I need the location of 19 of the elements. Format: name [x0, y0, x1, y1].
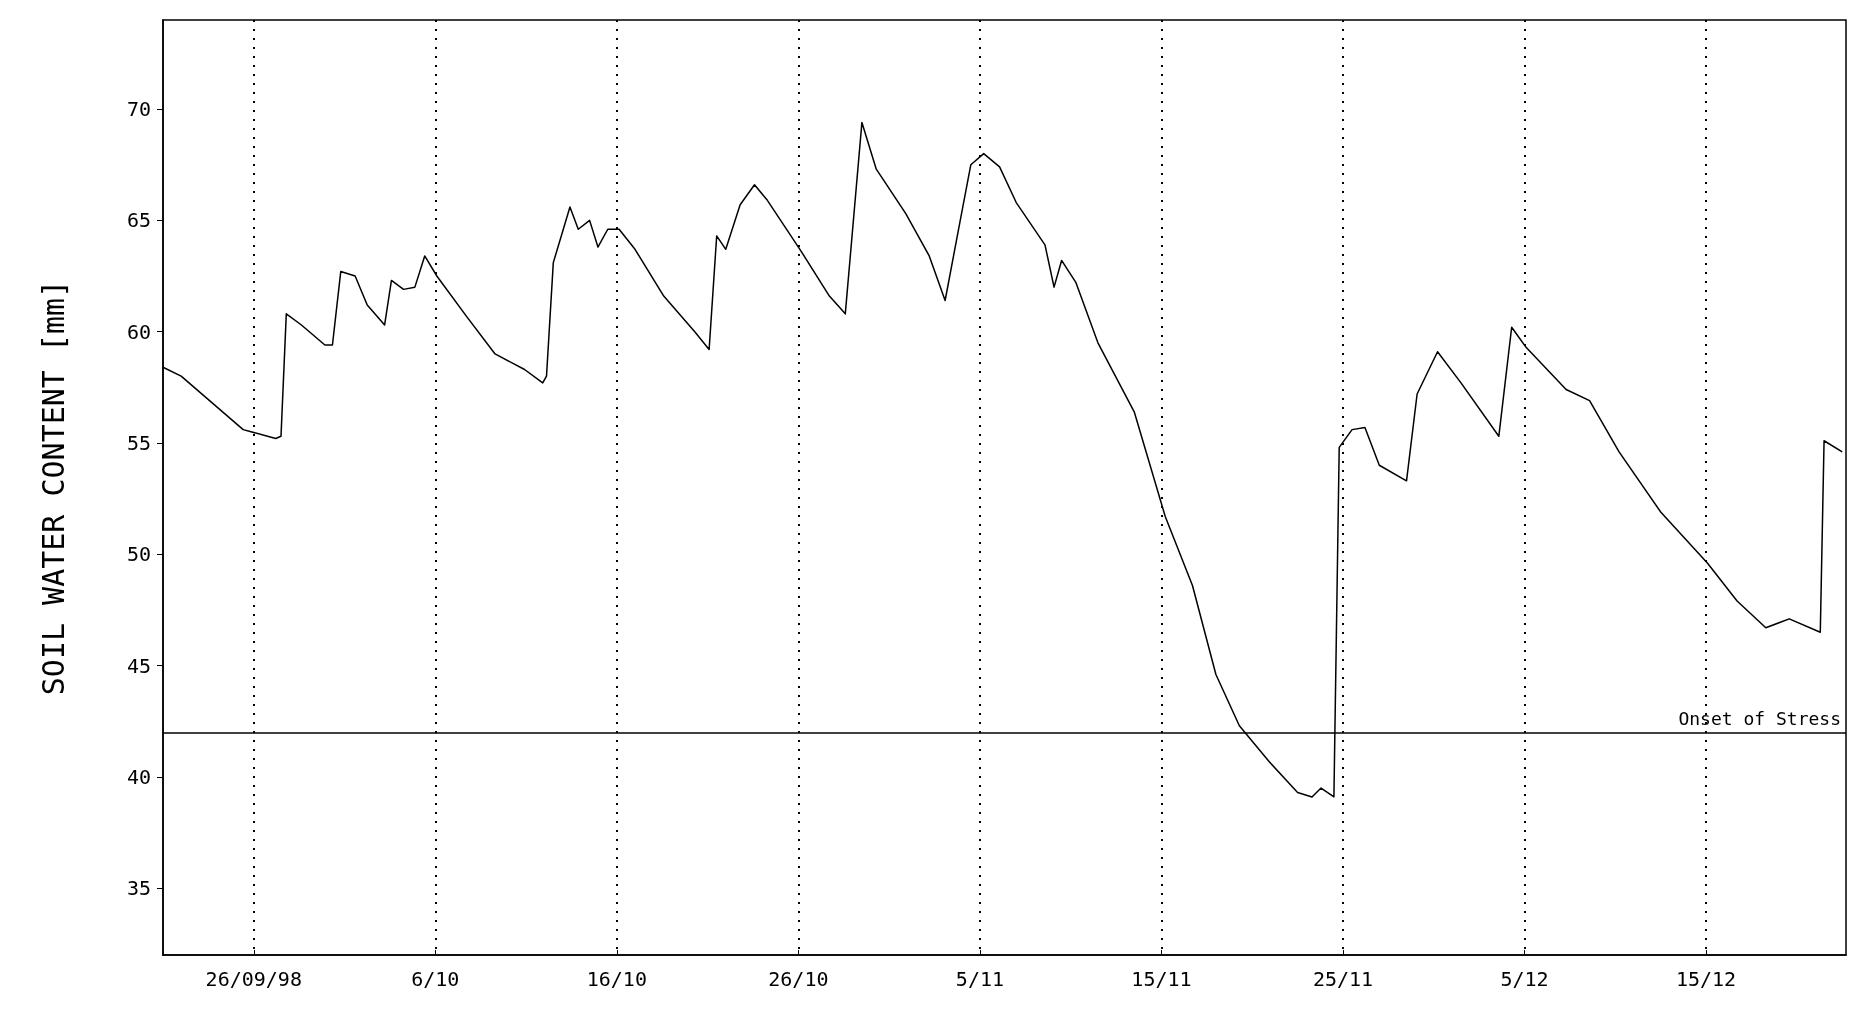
y-tick-label: 35 — [126, 876, 151, 901]
x-tick-label: 5/11 — [955, 967, 1004, 991]
x-tick-label: 16/10 — [586, 967, 647, 991]
y-tick-label: 70 — [126, 97, 151, 122]
y-tick-label: 65 — [126, 208, 151, 233]
x-tick-label: 5/12 — [1500, 967, 1549, 991]
x-tick-label: 26/09/98 — [205, 967, 302, 991]
x-tick-label: 6/10 — [411, 967, 460, 991]
ref-line-label: Onset of Stress — [1678, 707, 1841, 729]
x-tick-label: 15/12 — [1675, 967, 1737, 991]
y-tick-label: 40 — [126, 764, 151, 789]
x-tick-label: 25/11 — [1312, 967, 1374, 991]
y-tick-label: 60 — [126, 319, 151, 344]
x-tick-label: 26/10 — [768, 967, 829, 991]
x-tick-label: 15/11 — [1131, 967, 1192, 991]
y-tick-label: 55 — [126, 430, 151, 455]
y-tick-label: 50 — [126, 542, 151, 567]
y-axis-title: SOIL WATER CONTENT [mm] — [35, 279, 71, 696]
y-tick-label: 45 — [126, 653, 151, 678]
